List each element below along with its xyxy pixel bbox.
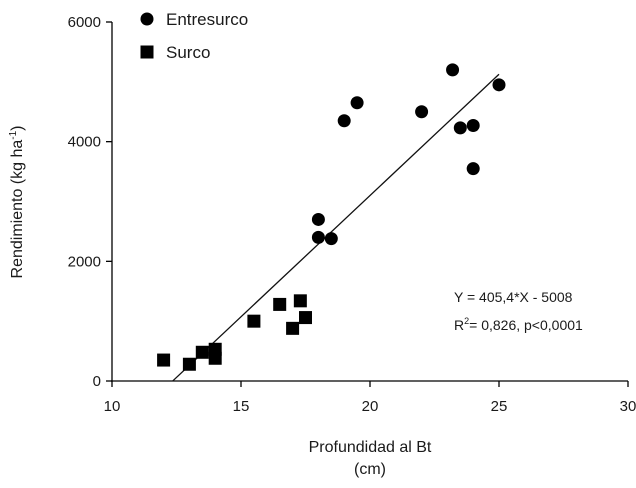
- entresurco-point: [311, 212, 325, 226]
- legend-label: Entresurco: [166, 10, 248, 29]
- surco-point: [286, 321, 300, 335]
- regression-equation: Y = 405,4*X - 5008: [454, 289, 573, 305]
- y-tick-label: 0: [93, 373, 101, 390]
- surco-point: [299, 311, 312, 325]
- entresurco-point: [324, 232, 338, 246]
- data-points: [157, 63, 506, 371]
- ticks: 10 15 20 25 30 0 2000 4000 6000: [68, 14, 636, 415]
- y-tick-label: 4000: [68, 134, 101, 151]
- x-axis-title-unit: (cm): [354, 461, 386, 478]
- x-tick-label: 10: [104, 398, 121, 415]
- legend-square-marker: [140, 45, 154, 59]
- y-tick-label: 2000: [68, 253, 101, 270]
- legend-circle-marker: [140, 12, 154, 26]
- entresurco-point: [466, 162, 480, 176]
- surco-point: [208, 342, 222, 356]
- regression-r2: R2= 0,826, p<0,0001: [454, 316, 583, 333]
- entresurco-point: [337, 114, 351, 128]
- regression-line: [172, 73, 500, 382]
- x-axis-title: Profundidad al Bt: [309, 439, 432, 456]
- surco-point: [247, 314, 261, 328]
- entresurco-point: [446, 63, 460, 77]
- legend: Entresurco Surco: [140, 10, 248, 62]
- y-axis-title: Rendimiento (kg ha-1): [8, 126, 26, 279]
- x-tick-label: 25: [491, 398, 508, 415]
- surco-point: [293, 294, 307, 308]
- entresurco-point: [466, 119, 480, 133]
- surco-point: [182, 357, 196, 371]
- y-tick-label: 6000: [68, 14, 101, 31]
- x-tick-label: 15: [233, 398, 250, 415]
- surco-point: [157, 353, 171, 367]
- regression-line-group: [172, 73, 500, 382]
- entresurco-point: [311, 230, 325, 244]
- x-tick-label: 20: [362, 398, 379, 415]
- entresurco-point: [453, 121, 467, 135]
- x-tick-label: 30: [620, 398, 636, 415]
- surco-point: [195, 345, 209, 359]
- surco-point: [273, 297, 287, 311]
- entresurco-point: [350, 96, 364, 110]
- entresurco-point: [415, 105, 429, 119]
- legend-label: Surco: [166, 43, 210, 62]
- entresurco-point: [492, 78, 506, 92]
